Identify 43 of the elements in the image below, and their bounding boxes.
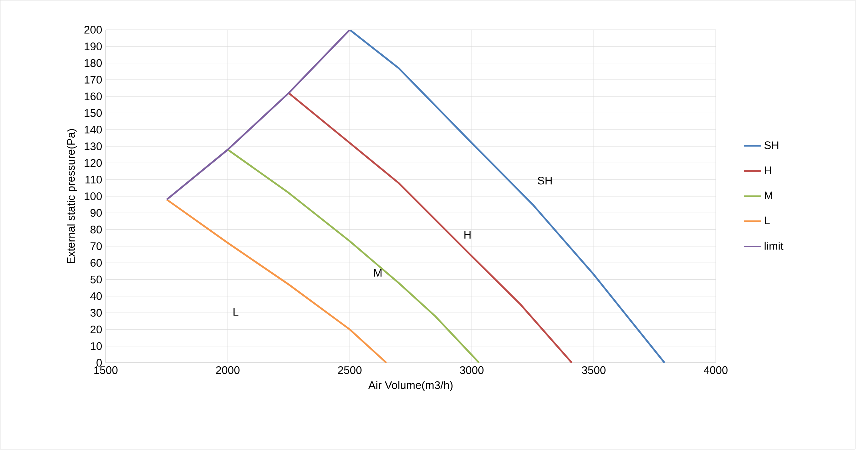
legend-label: L — [765, 216, 770, 224]
x-tick-label: 1500 — [94, 366, 118, 374]
y-tick-label: 30 — [90, 309, 102, 317]
x-tick-label: 4000 — [704, 366, 728, 374]
x-tick-label: 3500 — [582, 366, 606, 374]
y-tick-label: 20 — [90, 326, 102, 334]
line-series — [349, 30, 666, 363]
y-tick-label: 80 — [90, 226, 102, 234]
y-axis-title: External static pressure(Pa) — [67, 129, 78, 264]
x-tick-label: 2000 — [216, 366, 240, 374]
y-tick-label: 50 — [90, 276, 102, 284]
line-series — [227, 148, 480, 363]
y-tick-label: 160 — [84, 92, 102, 100]
y-tick-label: 180 — [84, 59, 102, 68]
y-tick-label: 10 — [91, 342, 102, 350]
legend-label: limit — [764, 242, 784, 250]
y-tick-label: 40 — [90, 292, 102, 300]
line-series — [288, 92, 573, 363]
y-tick-label: 140 — [84, 126, 102, 134]
annotation: SH — [538, 176, 552, 185]
y-tick-label: 70 — [90, 242, 102, 250]
y-tick-label: 150 — [84, 109, 102, 118]
x-tick-label: 2500 — [338, 366, 362, 374]
line-series — [166, 30, 351, 201]
y-tick-label: 190 — [84, 42, 102, 51]
x-axis-title: Air Volume(m3/h) — [368, 381, 453, 392]
y-tick-label: 170 — [84, 76, 102, 84]
y-tick-label: 130 — [84, 142, 102, 150]
annotation: M — [374, 269, 382, 277]
y-tick-label: 110 — [86, 176, 102, 184]
annotation: L — [234, 308, 239, 316]
y-tick-label: 100 — [84, 192, 102, 200]
y-tick-label: 90 — [90, 209, 102, 218]
legend-label: SH — [764, 142, 779, 150]
y-tick-label: 120 — [84, 159, 102, 168]
line-series — [166, 198, 388, 363]
legend-label: H — [765, 166, 772, 174]
annotation: H — [464, 231, 471, 239]
y-tick-label: 0 — [96, 359, 102, 367]
y-tick-label: 60 — [90, 259, 102, 267]
x-tick-label: 3000 — [460, 366, 484, 374]
legend-label: M — [765, 192, 772, 200]
y-tick-label: 200 — [84, 26, 102, 34]
